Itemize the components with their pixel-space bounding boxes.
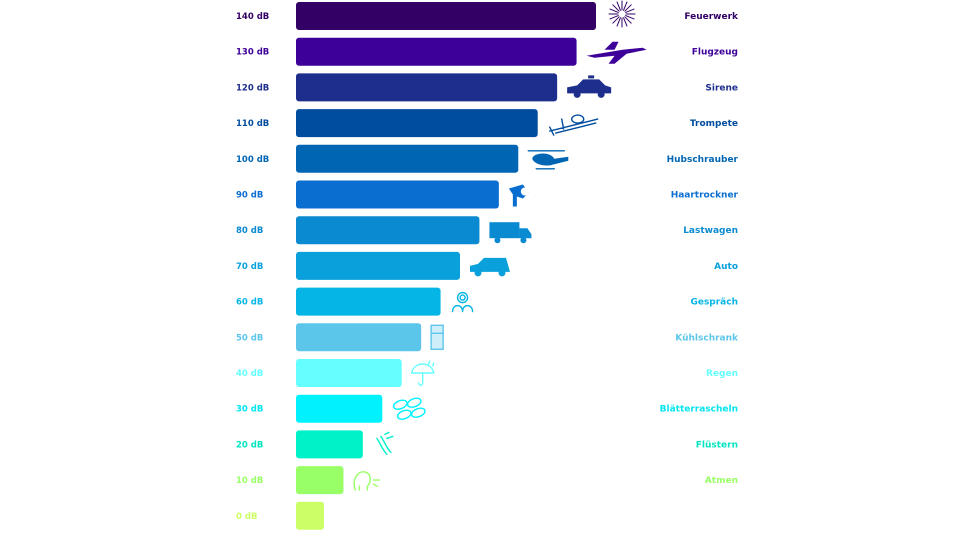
category-label: Trompete (690, 119, 738, 129)
fireworks-icon (608, 0, 636, 28)
bar-row: 40 dB Regen (236, 359, 738, 387)
tick-label: 20 dB (236, 440, 263, 450)
bar (296, 359, 402, 387)
tick-label: 40 dB (236, 369, 263, 379)
bar-row: 90 dB Haartrockner (236, 180, 739, 209)
bar (296, 37, 577, 66)
category-label: Flugzeug (692, 48, 738, 58)
bar (296, 144, 519, 173)
bar-row: 110 dB Trompete (236, 109, 738, 138)
bar-row: 130 dB Flugzeug (236, 37, 738, 66)
tick-label: 80 dB (236, 226, 263, 236)
category-label: Auto (714, 262, 738, 272)
bar-row: 60 dB Gespräch (236, 287, 738, 316)
bar-row: 100 dB Hubschrauber (236, 144, 739, 173)
tick-label: 60 dB (236, 298, 263, 308)
category-label: Atmen (705, 476, 738, 486)
category-label: Sirene (705, 83, 738, 93)
fridge-icon (430, 324, 444, 350)
tick-label: 70 dB (236, 262, 263, 272)
jet-plane-icon (586, 41, 647, 64)
whisper-icon (376, 431, 394, 456)
bar-row: 20 dB Flüstern (236, 430, 738, 459)
breathing-icon (353, 471, 381, 491)
bar (296, 109, 538, 138)
category-label: Gespräch (690, 298, 738, 308)
tick-label: 50 dB (236, 333, 263, 343)
tick-label: 100 dB (236, 155, 269, 165)
tick-label: 10 dB (236, 476, 263, 486)
category-label: Flüstern (696, 440, 738, 450)
category-label: Blätterrascheln (660, 405, 738, 415)
umbrella-rain-icon (410, 360, 435, 386)
bar-row: 10 dB Atmen (236, 466, 738, 495)
bar (296, 394, 383, 423)
category-label: Haartrockner (671, 191, 739, 201)
truck-icon (489, 222, 532, 244)
bar-row: 140 dB Feuerwerk (236, 0, 739, 30)
car-icon (470, 257, 510, 277)
bar (296, 180, 499, 209)
police-car-icon (567, 75, 612, 98)
bar-row: 70 dB Auto (236, 251, 738, 280)
bar (296, 430, 363, 459)
bar-row: 120 dB Sirene (236, 73, 738, 102)
category-label: Lastwagen (683, 226, 738, 236)
bar (296, 323, 422, 352)
hair-dryer-icon (508, 184, 529, 207)
leaves-icon (392, 397, 426, 420)
category-label: Hubschrauber (667, 155, 739, 165)
bar (296, 216, 480, 245)
tick-label: 140 dB (236, 12, 269, 22)
bar-row: 0 dB (236, 501, 324, 530)
tick-label: 110 dB (236, 119, 269, 129)
category-label: Feuerwerk (684, 12, 739, 22)
bar-row: 30 dB Blätterrascheln (236, 394, 738, 423)
bar (296, 287, 441, 316)
bar (296, 466, 344, 495)
tick-label: 90 dB (236, 191, 263, 201)
tick-label: 0 dB (236, 512, 257, 522)
helicopter-icon (527, 150, 569, 170)
trombone-icon (549, 114, 599, 136)
category-label: Kühlschrank (675, 333, 739, 343)
category-label: Regen (706, 369, 738, 379)
bar-row: 50 dB Kühlschrank (236, 323, 739, 352)
conversation-icon (451, 291, 474, 313)
bar (296, 2, 596, 30)
bar-row: 80 dB Lastwagen (236, 216, 738, 245)
tick-label: 30 dB (236, 405, 263, 415)
bar (296, 73, 558, 102)
bar (296, 501, 324, 530)
bar (296, 251, 460, 280)
tick-label: 130 dB (236, 48, 269, 58)
tick-label: 120 dB (236, 83, 269, 93)
